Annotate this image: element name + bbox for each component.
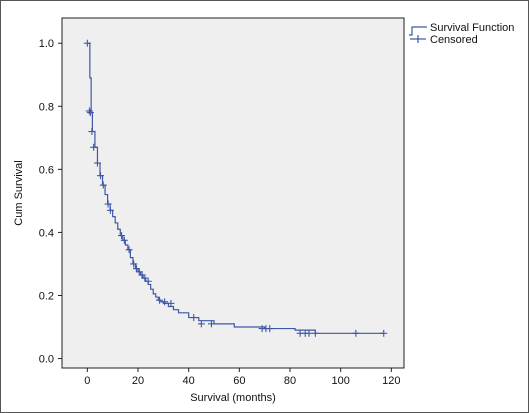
- legend-step-icon: [409, 26, 427, 36]
- legend-label-censored: Censored: [430, 34, 478, 46]
- censored-marker: [305, 329, 313, 337]
- y-tick-label: 0.6: [39, 164, 54, 176]
- censored-marker: [207, 320, 215, 328]
- x-tick-label: 100: [331, 375, 349, 387]
- censored-marker: [161, 298, 169, 306]
- censor-markers: [83, 39, 388, 337]
- censored-marker: [106, 206, 114, 214]
- x-tick-label: 80: [284, 375, 296, 387]
- tick-labels: 0 20 40 60 80 100 120 0.0 0.2 0.4 0.6 0.8 1.0: [39, 38, 401, 387]
- x-tick-label: 0: [84, 375, 90, 387]
- censored-marker: [266, 325, 274, 333]
- y-tick-label: 0.8: [39, 101, 54, 113]
- censored-marker: [86, 109, 94, 117]
- censored-marker: [118, 232, 126, 240]
- censored-marker: [311, 329, 319, 337]
- series-lines: [87, 42, 384, 334]
- censored-marker: [85, 107, 93, 115]
- censored-marker: [125, 246, 133, 254]
- censored-marker: [88, 128, 96, 136]
- censored-marker: [197, 320, 205, 328]
- censored-marker: [130, 260, 138, 268]
- axes: [58, 42, 392, 372]
- y-axis-title: Cum Survival: [13, 160, 25, 225]
- censored-marker: [144, 277, 152, 285]
- x-tick-label: 120: [382, 375, 400, 387]
- x-tick-label: 40: [183, 375, 195, 387]
- y-tick-label: 0.2: [39, 290, 54, 302]
- censored-marker: [167, 299, 175, 307]
- censored-marker: [99, 181, 107, 189]
- survival-function-line: [87, 42, 384, 334]
- legend: Survival Function Censored: [409, 22, 514, 46]
- censored-marker: [93, 159, 101, 167]
- censored-marker: [352, 329, 360, 337]
- censored-marker: [190, 314, 198, 322]
- x-axis-title: Survival (months): [190, 392, 276, 404]
- censored-marker: [104, 200, 112, 208]
- x-tick-label: 60: [233, 375, 245, 387]
- censored-marker: [97, 172, 105, 180]
- censored-marker: [141, 274, 149, 282]
- y-tick-label: 0.0: [39, 354, 54, 366]
- x-tick-label: 20: [132, 375, 144, 387]
- censored-marker: [83, 39, 91, 47]
- censored-marker: [120, 236, 128, 244]
- legend-censor-icon: [410, 35, 426, 43]
- censored-marker: [380, 329, 388, 337]
- legend-label-survival-function: Survival Function: [430, 22, 514, 34]
- censored-marker: [90, 143, 98, 151]
- plot-area: [61, 17, 405, 369]
- censored-marker: [156, 296, 164, 304]
- y-tick-label: 0.4: [39, 227, 54, 239]
- y-tick-label: 1.0: [39, 38, 54, 50]
